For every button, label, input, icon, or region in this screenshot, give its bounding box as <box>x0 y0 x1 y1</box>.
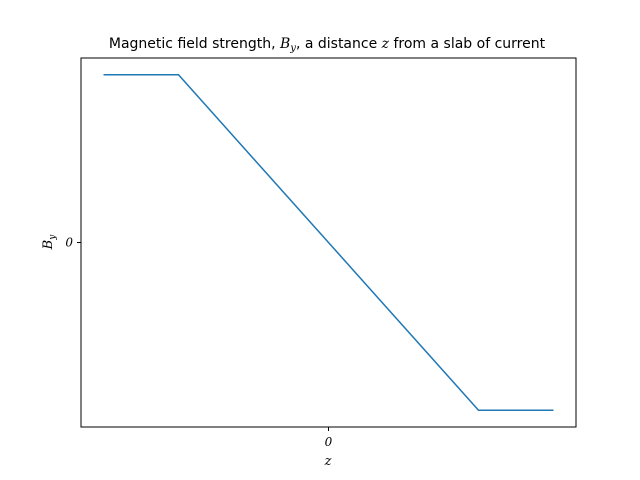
series-line-1 <box>103 74 554 411</box>
y-axis-label: By <box>41 234 58 251</box>
x-axis-label: z <box>324 454 332 469</box>
chart-title: Magnetic field strength, By, a distance … <box>109 36 546 54</box>
chart-title-part1: Magnetic field strength, <box>109 36 280 52</box>
chart-title-part2: , a distance <box>296 36 382 52</box>
chart-title-var-b-subscript: y <box>289 43 296 54</box>
x-tick-label-1: 0 <box>325 435 333 449</box>
y-axis-label-var: B <box>41 240 56 251</box>
series-layer <box>103 74 554 411</box>
chart-title-var-b: B <box>279 36 290 52</box>
chart-title-part3: from a slab of current <box>389 36 546 52</box>
y-axis-label-subscript: y <box>48 234 58 241</box>
y-axis-ticks: 0 <box>65 236 81 250</box>
x-axis-ticks: 0 <box>325 427 333 449</box>
plot-area: 0 0 <box>65 57 577 449</box>
chart-title-var-z: z <box>381 36 390 52</box>
y-tick-label-1: 0 <box>65 236 73 250</box>
